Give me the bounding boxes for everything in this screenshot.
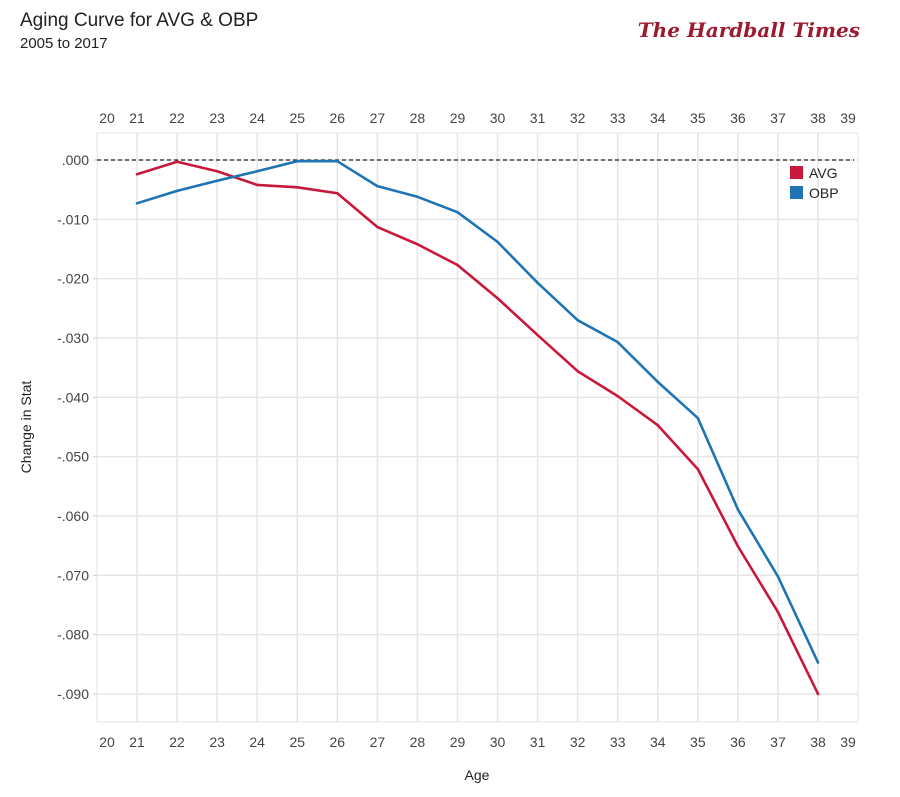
x-tick-label-top: 33	[610, 110, 626, 126]
x-tick-label-top: 31	[530, 110, 546, 126]
x-tick-label-bottom: 38	[810, 734, 826, 750]
x-tick-label-bottom: 37	[770, 734, 786, 750]
y-tick-label: -.070	[57, 567, 89, 583]
x-tick-label-bottom: 32	[570, 734, 586, 750]
data-point-avg	[656, 423, 660, 427]
data-point-obp	[456, 210, 459, 214]
x-tick-label-top: 27	[370, 110, 386, 126]
y-tick-label: -.020	[57, 271, 89, 287]
data-point-avg	[255, 183, 259, 187]
x-tick-label-bottom: 36	[730, 734, 746, 750]
x-tick-label-top: 35	[690, 110, 706, 126]
x-tick-label-top: 20	[99, 110, 115, 126]
data-point-avg	[736, 544, 740, 548]
x-tick-label-bottom: 28	[410, 734, 426, 750]
y-tick-label: -.040	[57, 389, 89, 405]
x-tick-label-bottom: 24	[249, 734, 265, 750]
y-tick-label: .000	[62, 152, 89, 168]
x-tick-label-bottom: 20	[99, 734, 115, 750]
x-tick-label-top: 22	[169, 110, 185, 126]
data-point-avg	[776, 610, 780, 614]
data-point-obp	[496, 240, 499, 244]
x-axis-label: Age	[465, 767, 490, 783]
x-tick-label-bottom: 26	[330, 734, 346, 750]
y-tick-label: -.060	[57, 508, 89, 524]
x-tick-label-top: 38	[810, 110, 826, 126]
data-point-avg	[696, 467, 700, 471]
x-tick-label-bottom: 29	[450, 734, 466, 750]
data-point-avg	[456, 263, 459, 267]
chart-title: Aging Curve for AVG & OBP	[20, 10, 259, 31]
y-tick-label: -.080	[57, 627, 89, 643]
data-point-avg	[616, 394, 620, 398]
x-tick-label-bottom: 35	[690, 734, 706, 750]
data-point-obp	[776, 575, 780, 578]
x-tick-label-top: 34	[650, 110, 666, 126]
data-point-avg	[376, 225, 379, 229]
y-axis-label: Change in Stat	[18, 381, 34, 474]
data-point-avg	[215, 169, 219, 173]
data-point-avg	[416, 242, 419, 246]
series-line-obp	[136, 159, 820, 664]
series-line-avg	[136, 160, 820, 695]
legend-label-obp: OBP	[809, 185, 839, 201]
legend-label-avg: AVG	[809, 165, 838, 181]
data-point-obp	[135, 202, 139, 205]
data-point-obp	[696, 416, 700, 420]
x-tick-label-top: 39	[840, 110, 856, 126]
y-tick-label: -.030	[57, 330, 89, 346]
data-point-obp	[336, 159, 339, 163]
data-point-avg	[336, 191, 339, 195]
data-point-obp	[215, 179, 219, 183]
data-point-avg	[536, 333, 539, 337]
x-tick-label-bottom: 27	[370, 734, 386, 750]
x-tick-label-top: 29	[450, 110, 466, 126]
data-point-obp	[616, 340, 620, 344]
data-point-avg	[496, 296, 499, 300]
legend-swatch-avg	[790, 166, 803, 179]
data-point-avg	[135, 172, 139, 176]
data-point-obp	[376, 184, 379, 188]
x-tick-label-top: 30	[490, 110, 506, 126]
x-tick-label-bottom: 21	[129, 734, 145, 750]
data-point-avg	[175, 160, 179, 164]
x-tick-label-top: 25	[289, 110, 305, 126]
chart-subtitle: 2005 to 2017	[20, 35, 108, 52]
plot-frame	[96, 132, 859, 723]
data-point-obp	[736, 508, 740, 511]
data-point-avg	[576, 369, 579, 373]
x-tick-label-top: 36	[730, 110, 746, 126]
x-tick-label-top: 23	[209, 110, 225, 126]
x-tick-label-bottom: 31	[530, 734, 546, 750]
x-tick-label-bottom: 34	[650, 734, 666, 750]
x-tick-label-bottom: 30	[490, 734, 506, 750]
data-point-avg	[816, 692, 820, 696]
legend-swatch-obp	[790, 186, 803, 199]
hardball-times-logo: The Hardball Times	[637, 18, 860, 42]
data-point-obp	[816, 661, 820, 664]
x-tick-label-bottom: 33	[610, 734, 626, 750]
x-tick-label-top: 37	[770, 110, 786, 126]
y-tick-label: -.050	[57, 449, 89, 465]
data-point-obp	[175, 189, 179, 193]
data-point-obp	[536, 281, 539, 285]
x-tick-label-top: 21	[129, 110, 145, 126]
y-tick-label: -.010	[57, 211, 89, 227]
x-tick-label-bottom: 22	[169, 734, 185, 750]
x-tick-label-bottom: 39	[840, 734, 856, 750]
y-tick-label: -.090	[57, 686, 89, 702]
data-point-obp	[416, 195, 419, 199]
x-tick-label-top: 24	[249, 110, 265, 126]
data-point-obp	[656, 380, 660, 384]
x-tick-label-bottom: 25	[289, 734, 305, 750]
x-tick-label-top: 26	[330, 110, 346, 126]
data-point-obp	[576, 318, 579, 322]
x-tick-label-top: 32	[570, 110, 586, 126]
data-point-obp	[295, 159, 299, 163]
data-point-obp	[255, 169, 259, 173]
x-tick-label-top: 28	[410, 110, 426, 126]
x-tick-label-bottom: 23	[209, 734, 225, 750]
data-point-avg	[295, 185, 299, 189]
